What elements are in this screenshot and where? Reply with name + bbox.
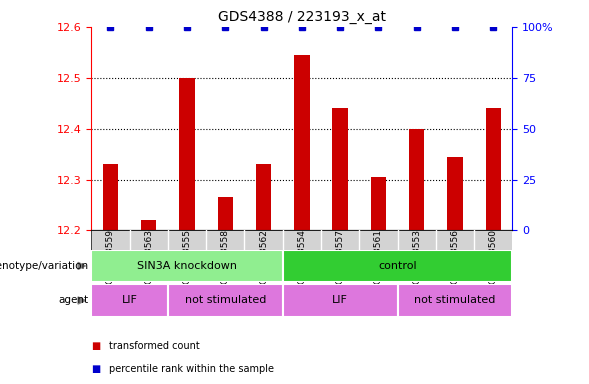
Bar <box>448 157 463 230</box>
Text: GSM873563: GSM873563 <box>144 229 153 284</box>
FancyBboxPatch shape <box>91 284 168 317</box>
Bar <box>294 55 310 230</box>
FancyBboxPatch shape <box>283 250 512 282</box>
FancyBboxPatch shape <box>91 230 512 282</box>
Text: control: control <box>378 261 417 271</box>
Text: genotype/variation: genotype/variation <box>0 261 88 271</box>
Text: GSM873559: GSM873559 <box>106 229 115 284</box>
Text: GSM873561: GSM873561 <box>374 229 383 284</box>
Bar <box>179 78 194 230</box>
Text: ■: ■ <box>91 341 101 351</box>
Text: agent: agent <box>58 295 88 306</box>
Text: not stimulated: not stimulated <box>414 295 496 306</box>
Text: ■: ■ <box>91 364 101 374</box>
Text: not stimulated: not stimulated <box>184 295 266 306</box>
Text: GSM873553: GSM873553 <box>412 229 421 284</box>
Text: GSM873560: GSM873560 <box>489 229 498 284</box>
Bar <box>141 220 156 230</box>
Bar <box>332 108 348 230</box>
Text: GSM873557: GSM873557 <box>336 229 345 284</box>
Text: GSM873562: GSM873562 <box>259 229 268 284</box>
Bar <box>217 197 233 230</box>
Bar <box>485 108 501 230</box>
Bar <box>103 164 118 230</box>
FancyBboxPatch shape <box>398 284 512 317</box>
Text: LIF: LIF <box>332 295 348 306</box>
Text: GSM873554: GSM873554 <box>297 229 306 284</box>
FancyBboxPatch shape <box>91 250 283 282</box>
FancyBboxPatch shape <box>283 284 398 317</box>
Text: GSM873556: GSM873556 <box>451 229 459 284</box>
Text: percentile rank within the sample: percentile rank within the sample <box>109 364 274 374</box>
Bar <box>256 164 271 230</box>
Text: transformed count: transformed count <box>109 341 200 351</box>
FancyBboxPatch shape <box>168 284 283 317</box>
Text: GSM873555: GSM873555 <box>183 229 191 284</box>
Title: GDS4388 / 223193_x_at: GDS4388 / 223193_x_at <box>218 10 386 25</box>
Text: LIF: LIF <box>122 295 137 306</box>
Text: GSM873558: GSM873558 <box>221 229 230 284</box>
Bar <box>371 177 386 230</box>
Text: SIN3A knockdown: SIN3A knockdown <box>137 261 237 271</box>
Bar <box>409 129 424 230</box>
